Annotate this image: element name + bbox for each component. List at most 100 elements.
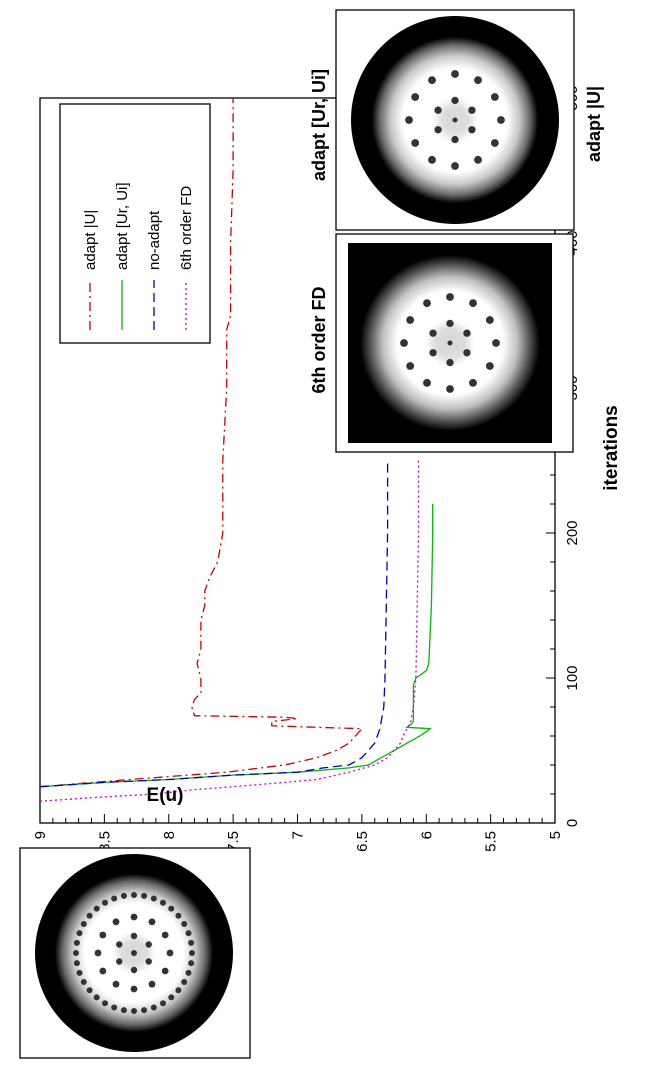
vortex-dot: [175, 912, 182, 919]
vortex-dot: [405, 116, 413, 124]
vortex-dot: [102, 1000, 108, 1007]
vortex-dot: [102, 899, 108, 906]
vortex-dot: [130, 966, 138, 974]
vortex-dot: [112, 980, 120, 988]
vortex-dot: [131, 950, 137, 956]
vortex-dot: [428, 155, 436, 164]
vortex-dot: [130, 985, 138, 993]
vortex-dot: [490, 139, 499, 147]
vortex-dot: [73, 939, 80, 946]
vortex-dot: [469, 299, 477, 308]
y-tick-label: 5.5: [483, 831, 500, 852]
legend-label-2: no-adapt: [146, 210, 163, 270]
vortex-dot: [400, 339, 408, 347]
vortex-dot: [150, 1004, 157, 1011]
inset-1: [335, 9, 575, 231]
vortex-dot: [73, 960, 80, 967]
vortex-dot: [423, 378, 431, 387]
vortex-dot: [181, 979, 188, 985]
vortex-dot: [116, 958, 123, 965]
series-lines: [39, 98, 434, 802]
vortex-dot: [145, 958, 152, 965]
vortex-dot: [111, 1004, 118, 1011]
inset-label-adapt-ur-ui: adapt [Ur, Ui]: [309, 69, 329, 181]
vortex-dot: [76, 969, 83, 976]
vortex-dot: [130, 913, 138, 921]
vortex-dot: [463, 329, 471, 337]
vortex-dot: [131, 1008, 137, 1014]
vortex-dot: [429, 329, 437, 337]
vortex-dot: [94, 949, 102, 957]
vortex-dot: [451, 162, 459, 170]
vortex-dot: [411, 139, 420, 147]
series-line-2: [39, 460, 389, 788]
vortex-dot: [175, 987, 182, 994]
series-line-3: [39, 460, 420, 802]
vortex-dot: [451, 135, 459, 144]
series-line-1: [39, 504, 434, 788]
vortex-dot: [120, 892, 127, 899]
vortex-dot: [188, 939, 195, 946]
legend-frame: [59, 103, 211, 344]
inset-0: [19, 847, 251, 1059]
vortex-dot: [86, 912, 93, 919]
vortex-dot: [93, 994, 100, 1001]
vortex-dot: [148, 918, 156, 926]
vortex-dot: [185, 930, 192, 937]
vortex-dot: [429, 349, 437, 357]
vortex-dot: [446, 385, 454, 393]
vortex-dot: [168, 905, 175, 912]
vortex-dot: [474, 76, 482, 85]
vortex-dot: [141, 1007, 148, 1014]
vortex-dot: [185, 969, 192, 976]
legend-label-1: adapt [Ur, Ui]: [114, 182, 131, 270]
vortex-dot: [116, 941, 123, 948]
vortex-dot: [447, 340, 453, 346]
vortex-dot: [189, 950, 195, 956]
y-tick-label: 6.5: [354, 831, 371, 852]
vortex-dot: [160, 899, 166, 906]
vortex-dot: [120, 1007, 127, 1014]
vortex-dot: [168, 994, 175, 1001]
x-tick-label: 100: [564, 665, 581, 690]
legend-label-3: 6th order FD: [178, 186, 195, 270]
inset-2: [335, 233, 574, 453]
vortex-dot: [452, 117, 458, 123]
vortex-dot: [446, 319, 454, 328]
y-tick-label: 8: [161, 831, 178, 839]
legend-items: adapt |U| adapt [Ur, Ui] no-adapt 6th order…: [82, 182, 195, 330]
vortex-dot: [160, 1000, 166, 1007]
vortex-dot: [423, 299, 431, 308]
vortex-dot: [490, 93, 499, 101]
vortex-dot: [181, 921, 188, 927]
vortex-dot: [166, 949, 174, 957]
vortex-dot: [99, 967, 107, 975]
vortex-dot: [468, 106, 476, 114]
y-tick-label: 9: [32, 831, 49, 839]
vortex-dot: [406, 316, 415, 324]
x-tick-label: 200: [564, 520, 581, 545]
vortex-dot: [150, 895, 157, 902]
vortex-dot: [161, 931, 169, 939]
vortex-dot: [411, 93, 420, 101]
inset-label-6th-order-fd: 6th order FD: [309, 286, 329, 393]
vortex-dot: [161, 967, 169, 975]
vortex-dot: [485, 316, 494, 324]
vortex-dot: [86, 987, 93, 994]
vortex-dot: [428, 76, 436, 85]
legend-label-0: adapt |U|: [82, 210, 99, 270]
vortex-dot: [446, 358, 454, 367]
vortex-dot: [188, 960, 195, 967]
y-tick-label: 7.5: [225, 831, 242, 852]
vortex-dot: [497, 116, 505, 124]
y-axis-title: E(u): [147, 785, 184, 806]
vortex-dot: [131, 892, 137, 898]
vortex-dot: [80, 979, 87, 985]
inset-1-image: [351, 16, 559, 224]
vortex-dot: [468, 126, 476, 134]
y-tick-label: 6: [418, 831, 435, 839]
vortex-dot: [111, 895, 118, 902]
inset-2-image: [348, 243, 552, 443]
vortex-dot: [112, 918, 120, 926]
